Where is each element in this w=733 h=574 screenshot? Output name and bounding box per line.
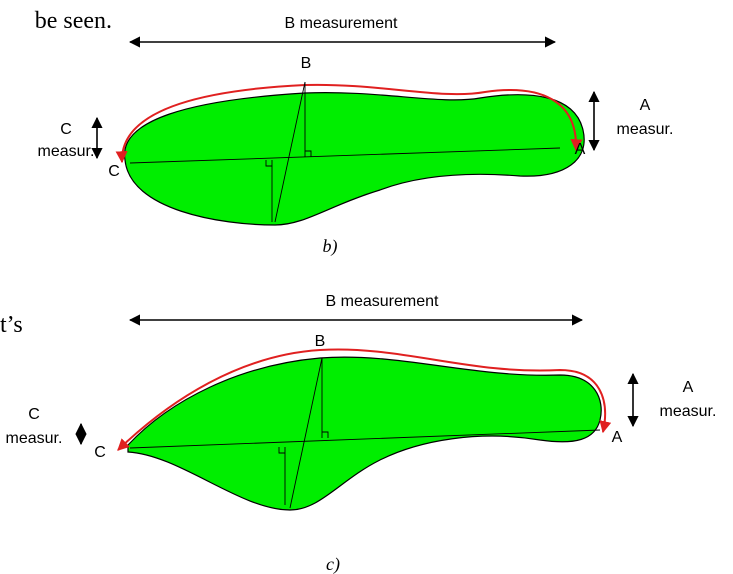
measure-label: A	[683, 379, 694, 396]
measure-label: measur.	[6, 430, 63, 447]
measure-label: A	[640, 97, 651, 114]
measure-label: C	[28, 406, 40, 423]
insole	[124, 92, 585, 226]
text-fragment: t’s	[0, 312, 23, 338]
point-label: A	[612, 429, 623, 446]
measure-label: measur.	[660, 403, 717, 420]
construction-lines	[129, 81, 561, 223]
measure-label: C	[60, 121, 72, 138]
span-label: B measurement	[285, 15, 398, 32]
insole	[127, 356, 602, 511]
point-label: A	[575, 141, 586, 158]
caption: c)	[326, 554, 340, 574]
span-label: B measurement	[326, 293, 439, 310]
measure-label: measur.	[617, 121, 674, 138]
point-label: B	[301, 55, 312, 72]
point-label: B	[315, 333, 326, 350]
panel-c: B measurement B C A C measur. A measur. …	[6, 293, 717, 574]
panel-b: B measurement B C A C measur. A measur. …	[38, 15, 674, 257]
perimeter	[117, 348, 612, 451]
measure-label: measur.	[38, 143, 95, 160]
point-label: C	[94, 444, 106, 461]
construction-lines	[129, 357, 601, 509]
caption: b)	[323, 236, 338, 257]
perimeter	[115, 83, 583, 164]
point-label: C	[108, 163, 120, 180]
text-fragment: be seen.	[35, 8, 112, 34]
